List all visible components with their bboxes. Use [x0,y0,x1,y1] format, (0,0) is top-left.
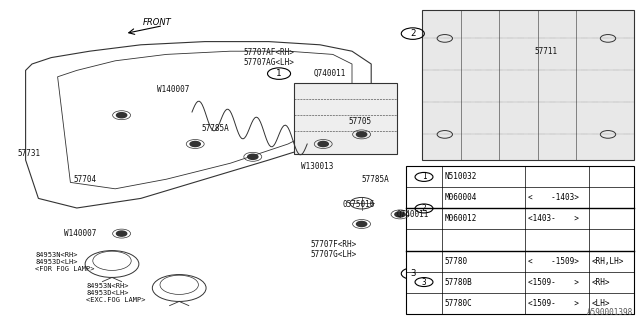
Text: A590001398: A590001398 [588,308,634,317]
Polygon shape [294,83,397,154]
Text: 84953N<RH>
84953D<LH>
<FOR FOG LAMP>: 84953N<RH> 84953D<LH> <FOR FOG LAMP> [35,252,95,272]
Polygon shape [26,42,371,208]
Text: 1: 1 [276,69,282,78]
Text: <1403-    >: <1403- > [528,214,579,223]
Text: Q740011: Q740011 [397,210,429,219]
Text: 57780: 57780 [445,257,468,266]
Text: 57707F<RH>
57707G<LH>: 57707F<RH> 57707G<LH> [310,240,356,259]
Polygon shape [422,10,634,160]
Text: 84953N<RH>
84953D<LH>
<EXC.FOG LAMP>: 84953N<RH> 84953D<LH> <EXC.FOG LAMP> [86,283,146,303]
Text: <    -1403>: < -1403> [528,194,579,203]
Text: 0575016: 0575016 [342,200,375,209]
Text: M060004: M060004 [445,194,477,203]
Text: 57707AF<RH>
57707AG<LH>: 57707AF<RH> 57707AG<LH> [243,48,294,67]
Circle shape [356,221,367,227]
Text: W140007: W140007 [64,229,97,238]
Text: N510032: N510032 [445,172,477,181]
Text: 57711: 57711 [534,47,557,56]
Text: <RH,LH>: <RH,LH> [592,257,625,266]
Text: <LH>: <LH> [592,299,611,308]
Text: W130013: W130013 [301,162,333,171]
Text: 1: 1 [422,172,426,181]
Text: 3: 3 [410,269,415,278]
Circle shape [248,154,258,159]
Text: Q740011: Q740011 [314,69,346,78]
Text: W140007: W140007 [157,85,189,94]
Text: 57704: 57704 [74,175,97,184]
Circle shape [116,231,127,236]
Text: FRONT: FRONT [143,18,171,27]
Text: 2: 2 [422,204,426,213]
Text: <RH>: <RH> [592,277,611,286]
Text: M060012: M060012 [445,214,477,223]
Text: <    -1509>: < -1509> [528,257,579,266]
Text: 57785A: 57785A [202,124,229,132]
Text: 3: 3 [422,277,426,286]
Text: 57785A: 57785A [362,175,389,184]
Circle shape [356,132,367,137]
Circle shape [116,113,127,118]
Circle shape [395,212,405,217]
Text: 57780B: 57780B [445,277,472,286]
Text: 57705: 57705 [349,117,372,126]
Text: 57780C: 57780C [445,299,472,308]
Circle shape [190,141,200,147]
Circle shape [318,141,328,147]
Text: <1509-    >: <1509- > [528,277,579,286]
FancyBboxPatch shape [406,166,634,314]
Text: <1509-    >: <1509- > [528,299,579,308]
Text: 2: 2 [410,29,415,38]
Text: 57731: 57731 [17,149,40,158]
Polygon shape [58,51,352,189]
